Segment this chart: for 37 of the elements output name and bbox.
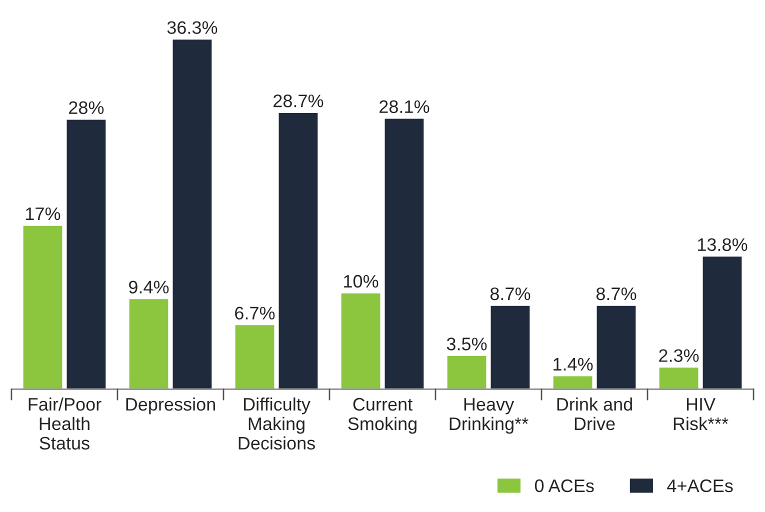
bar bbox=[65, 118, 108, 390]
data-label: 6.7% bbox=[235, 306, 275, 320]
bar bbox=[340, 292, 382, 390]
data-label: 28% bbox=[69, 101, 104, 114]
data-label: 2.3% bbox=[659, 349, 699, 362]
legend-label: 4+ACEs bbox=[667, 479, 733, 492]
data-label: 8.7% bbox=[596, 287, 636, 300]
bar bbox=[489, 304, 532, 390]
bar bbox=[446, 354, 488, 390]
bar bbox=[701, 255, 744, 390]
bar bbox=[277, 112, 320, 390]
x-tick-label: Drink and Drive bbox=[557, 397, 632, 430]
x-tick-label: Difficulty Making Decisions bbox=[238, 397, 315, 450]
data-label: 8.7% bbox=[490, 287, 530, 300]
x-tick-label: Fair/Poor Health Status bbox=[28, 397, 102, 450]
bar bbox=[22, 224, 64, 390]
data-label: 36.3% bbox=[167, 21, 218, 34]
x-tick-label: HIV Risk*** bbox=[674, 398, 728, 430]
bar bbox=[128, 298, 170, 390]
bar bbox=[658, 366, 700, 390]
data-label: 28.1% bbox=[380, 100, 430, 114]
data-label: 13.8% bbox=[698, 238, 748, 252]
bar bbox=[383, 117, 426, 390]
bar bbox=[171, 38, 214, 390]
data-label: 17% bbox=[26, 207, 60, 220]
x-tick-label: Current Smoking bbox=[348, 398, 416, 434]
bar bbox=[234, 324, 276, 390]
data-label: 9.4% bbox=[129, 280, 169, 294]
bar bbox=[552, 374, 594, 390]
bar bbox=[595, 304, 638, 390]
data-label: 1.4% bbox=[554, 358, 593, 371]
data-label: 3.5% bbox=[446, 338, 487, 350]
data-label: 10% bbox=[344, 274, 378, 288]
data-label: 28.7% bbox=[274, 94, 324, 108]
x-tick-label: Depression bbox=[126, 397, 215, 414]
x-tick-label: Heavy Drinking** bbox=[450, 398, 528, 434]
legend-label: 0 ACEs bbox=[534, 479, 594, 492]
